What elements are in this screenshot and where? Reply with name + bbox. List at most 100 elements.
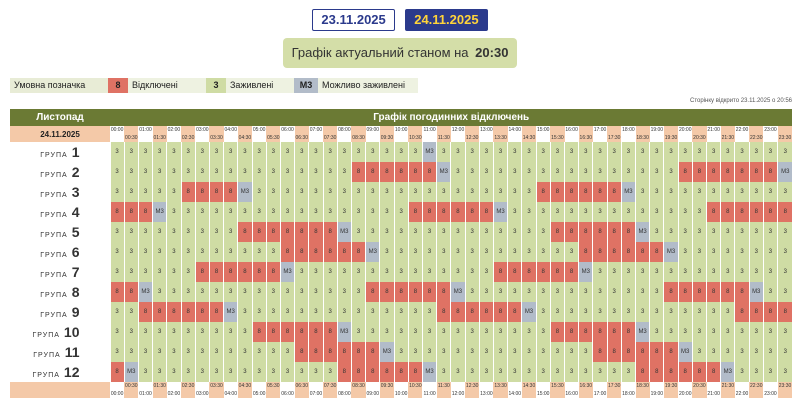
schedule-cell: 3	[137, 321, 153, 342]
schedule-cell: М3	[720, 361, 735, 382]
footer-hour-gap	[379, 389, 395, 398]
schedule-cell: 3	[450, 261, 466, 282]
schedule-cell: 3	[166, 201, 182, 222]
schedule-cell: 3	[265, 281, 281, 302]
schedule-cell: 3	[748, 261, 764, 282]
schedule-cell: 3	[620, 201, 636, 222]
half-hour-label: 11:30	[436, 134, 451, 142]
schedule-cell: 3	[436, 321, 451, 342]
schedule-cell: 3	[109, 301, 125, 322]
hour-label: 20:00	[678, 126, 693, 134]
schedule-cell: 3	[777, 142, 793, 162]
schedule-cell: 3	[478, 142, 494, 162]
schedule-cell: 8	[691, 281, 707, 302]
schedule-cell: 3	[180, 142, 196, 162]
schedule-cell: М3	[492, 201, 508, 222]
group-number: 12	[63, 363, 80, 380]
schedule-cell: 3	[393, 261, 409, 282]
schedule-cell: 3	[578, 161, 593, 182]
schedule-cell: 3	[691, 241, 707, 262]
schedule-cell: 8	[450, 201, 466, 222]
schedule-cell: 3	[492, 181, 508, 202]
footer-hour-label: 16:00	[564, 389, 579, 398]
schedule-cell: 3	[436, 341, 451, 362]
schedule-cell: М3	[421, 142, 437, 162]
schedule-cell: 3	[578, 142, 593, 162]
half-hour-gap	[621, 134, 636, 142]
hour-gap	[209, 126, 224, 134]
date-button-prev[interactable]: 23.11.2025	[312, 9, 395, 31]
schedule-cell: 8	[563, 261, 579, 282]
schedule-cell: 3	[194, 201, 210, 222]
group-label: ГРУПА 2	[10, 161, 110, 182]
schedule-cell: 8	[393, 161, 409, 182]
schedule-cell: 3	[521, 281, 537, 302]
schedule-cell: 3	[152, 241, 167, 262]
schedule-cell: 8	[464, 301, 480, 322]
group-label: ГРУПА 6	[10, 241, 110, 262]
schedule-cell: 3	[549, 281, 565, 302]
footer-hour-gap	[749, 389, 764, 398]
schedule-cell: 3	[606, 161, 622, 182]
schedule-cell: 8	[606, 321, 622, 342]
group-number: 10	[63, 323, 80, 340]
schedule-cell: 3	[294, 281, 309, 302]
table-title: Графік погодинних відключень	[110, 109, 793, 126]
schedule-cell: 3	[720, 341, 735, 362]
schedule-cell: 8	[365, 281, 380, 302]
schedule-cell: 3	[492, 142, 508, 162]
group-number: 5	[71, 223, 80, 240]
schedule-cell: 3	[237, 142, 253, 162]
schedule-cell: 8	[152, 301, 167, 322]
schedule-cell: 3	[748, 361, 764, 382]
schedule-cell: 3	[350, 201, 366, 222]
schedule-cell: 3	[464, 221, 480, 242]
schedule-cell: 3	[464, 361, 480, 382]
schedule-cell: 3	[166, 361, 182, 382]
footer-hour-label: 06:00	[280, 389, 295, 398]
footer-half-hour-label: 23:30	[777, 381, 793, 390]
schedule-cell: 3	[407, 241, 423, 262]
footer-hour-label: 11:00	[422, 389, 437, 398]
schedule-cell: 3	[251, 142, 267, 162]
schedule-cell: 3	[492, 241, 508, 262]
schedule-cell: 3	[492, 221, 508, 242]
schedule-cell: 3	[620, 281, 636, 302]
date-button-current[interactable]: 24.11.2025	[405, 9, 488, 31]
schedule-cell: М3	[336, 221, 352, 242]
group-number: 9	[71, 303, 80, 320]
schedule-cell: 3	[464, 321, 480, 342]
schedule-cell: М3	[677, 341, 693, 362]
schedule-cell: 8	[265, 321, 281, 342]
hour-label: 07:00	[308, 126, 324, 134]
schedule-cell: 3	[507, 321, 522, 342]
schedule-cell: 8	[123, 201, 139, 222]
schedule-cell: 3	[691, 301, 707, 322]
schedule-cell: 8	[706, 161, 721, 182]
schedule-cell: 3	[109, 161, 125, 182]
schedule-cell: М3	[421, 361, 437, 382]
footer-half-hour-label: 16:30	[578, 381, 593, 390]
footer-spacer	[10, 381, 110, 398]
hour-gap	[465, 126, 480, 134]
schedule-cell: 3	[663, 321, 679, 342]
half-hour-label: 18:30	[635, 134, 650, 142]
footer-half-hour-gap	[706, 381, 721, 390]
schedule-cell: 8	[720, 281, 735, 302]
footer-hour-label: 05:00	[252, 389, 267, 398]
schedule-cell: 3	[137, 241, 153, 262]
footer-half-hour-label: 08:30	[351, 381, 366, 390]
schedule-cell: 3	[109, 241, 125, 262]
group-prefix: ГРУПА	[32, 331, 60, 339]
schedule-cell: 3	[492, 321, 508, 342]
group-row: ГРУПА 1 3 3 3 3 3 3 3 3 3 3 3 3 3 3 3 3 3 3 3 3 3 3 М3 3 3 3 3 3 3 3 3 3 3…	[10, 142, 793, 162]
footer-hour-gap	[436, 389, 451, 398]
schedule-cell: 3	[393, 142, 409, 162]
hour-label: 18:00	[621, 126, 636, 134]
schedule-cell: 3	[691, 261, 707, 282]
schedule-cell: 3	[606, 301, 622, 322]
group-row: ГРУПА 5 3 3 3 3 3 3 3 3 3 8 8 8 8 8 8 8 М3 3 3 3 3 3 3 3 3 3 3 3 3 3 3 8 8…	[10, 221, 793, 242]
schedule-cell: 3	[563, 241, 579, 262]
schedule-cell: 8	[578, 221, 593, 242]
schedule-cell: 3	[777, 181, 793, 202]
